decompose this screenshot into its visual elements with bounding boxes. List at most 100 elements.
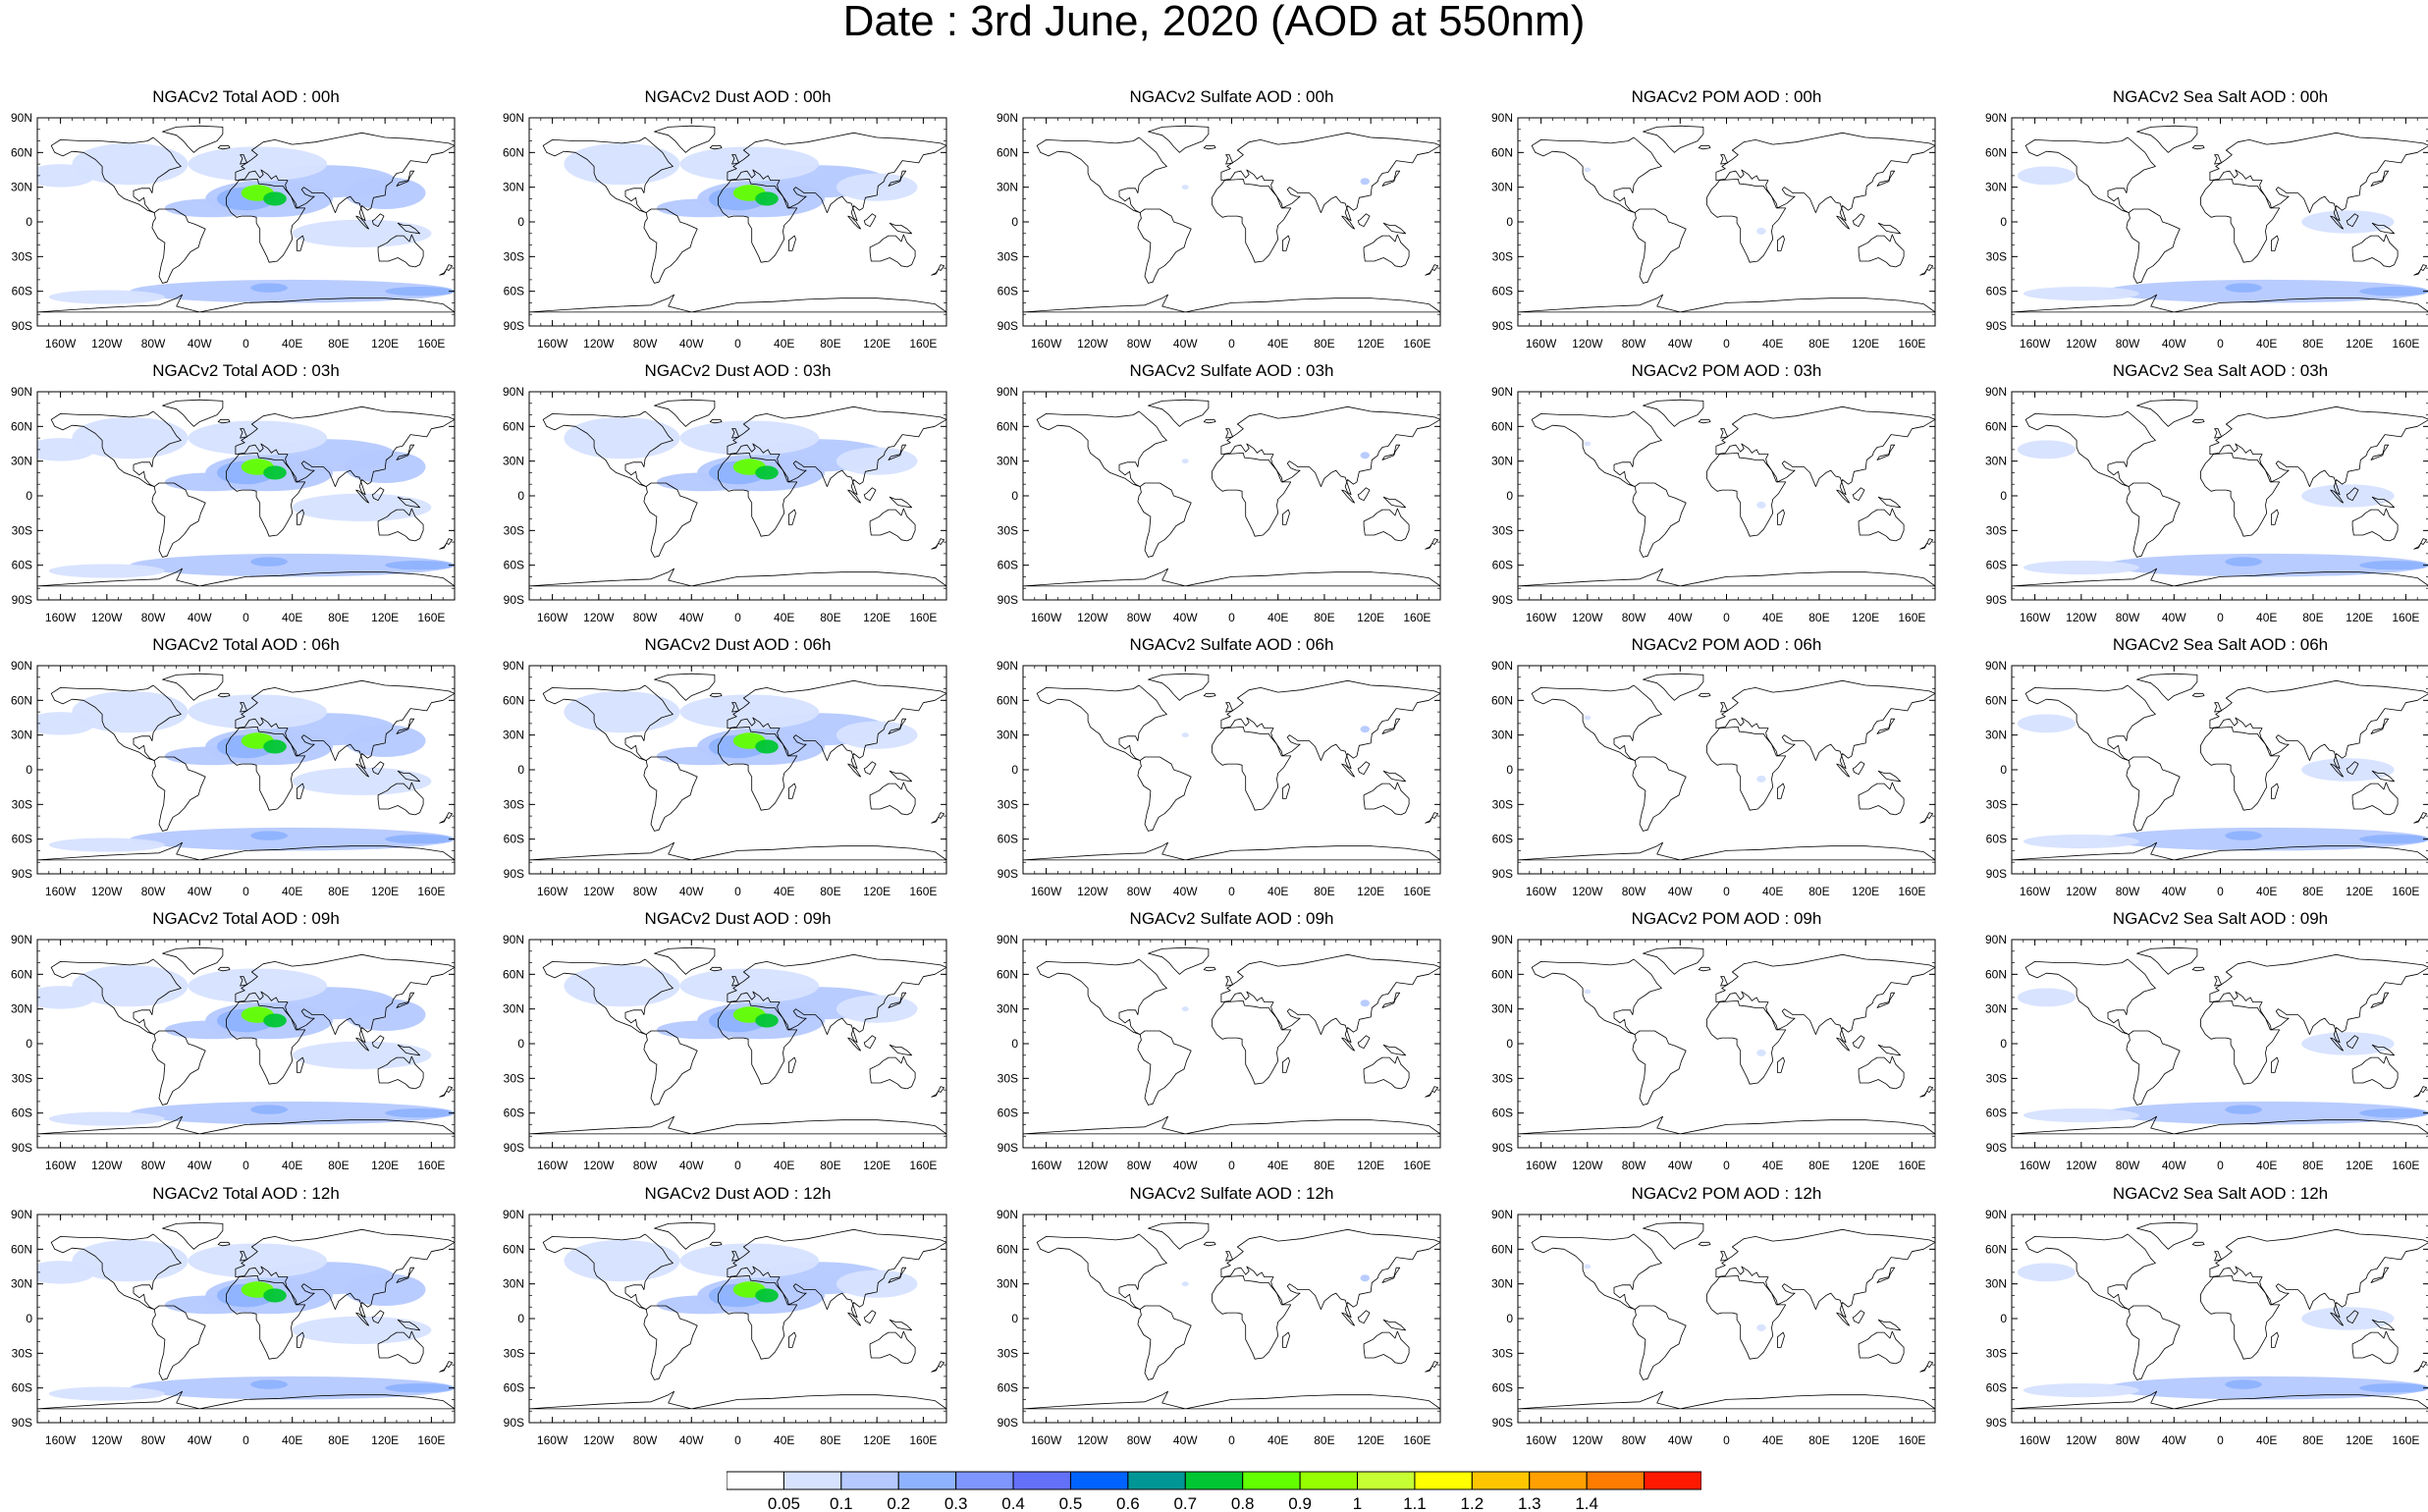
- lon-tick-label: 40E: [1762, 337, 1783, 351]
- lon-tick-label: 160E: [417, 1159, 445, 1172]
- panel-title: NGACv2 Sea Salt AOD : 03h: [2112, 361, 2329, 380]
- map-panel: NGACv2 Total AOD : 12h 90N 60N 30N 0 30S 60S 90…: [0, 1183, 496, 1456]
- lon-tick-label: 160E: [1403, 885, 1430, 898]
- lon-tick-label: 160W: [1031, 337, 1062, 351]
- lat-tick-label: 0: [1506, 763, 1513, 777]
- map-panel: NGACv2 POM AOD : 12h 90N 60N 30N 0 30S 60S 90S 1…: [1481, 1183, 1976, 1456]
- lon-tick-label: 80E: [2302, 885, 2323, 898]
- lon-tick-label: 40E: [2256, 885, 2277, 898]
- lat-tick-label: 90S: [504, 1416, 524, 1430]
- lat-tick-label: 30S: [12, 1071, 32, 1085]
- lat-tick-label: 60S: [1492, 1107, 1513, 1120]
- lon-tick-label: 80W: [141, 337, 166, 351]
- lon-tick-label: 80E: [1314, 1433, 1334, 1447]
- lat-tick-label: 30S: [504, 249, 524, 263]
- lon-tick-label: 0: [2217, 1159, 2224, 1172]
- lat-tick-label: 90N: [503, 1208, 524, 1221]
- lat-tick-label: 60S: [998, 1107, 1018, 1120]
- lat-tick-label: 90S: [1492, 319, 1513, 333]
- lon-tick-label: 160E: [417, 885, 445, 898]
- lat-tick-label: 60S: [1986, 833, 2007, 846]
- lon-tick-label: 40W: [679, 1433, 704, 1447]
- lon-tick-label: 0: [1228, 1159, 1235, 1172]
- lon-tick-label: 160W: [537, 1433, 568, 1447]
- lon-tick-label: 80E: [2302, 1159, 2323, 1172]
- panel-title: NGACv2 Sea Salt AOD : 06h: [2112, 635, 2329, 654]
- lat-tick-label: 90N: [11, 111, 32, 125]
- lat-tick-label: 60S: [1986, 285, 2007, 298]
- map-panel: NGACv2 Sea Salt AOD : 06h 90N 60N 30N 0 30S 60…: [1974, 634, 2428, 907]
- lat-tick-label: 60N: [1985, 419, 2007, 433]
- lon-tick-label: 120E: [1357, 885, 1384, 898]
- lon-tick-label: 40E: [2256, 337, 2277, 351]
- lat-tick-label: 60N: [997, 145, 1018, 159]
- lon-tick-label: 0: [2217, 337, 2224, 351]
- lon-tick-label: 160W: [1526, 885, 1557, 898]
- lat-tick-label: 30S: [12, 797, 32, 811]
- lat-tick-label: 30N: [997, 729, 1018, 742]
- lon-tick-label: 80W: [1622, 1159, 1646, 1172]
- lat-tick-label: 90S: [12, 1141, 32, 1155]
- world-map: 90N 60N 30N 0 30S 60S 90S 160W 120W 80W 40W 0 40E 80E…: [1985, 1208, 2428, 1447]
- lon-tick-label: 40E: [2256, 1433, 2277, 1447]
- map-panel: NGACv2 POM AOD : 06h 90N 60N 30N 0 30S 60S 90S 1…: [1481, 634, 1976, 907]
- lon-tick-label: 160E: [909, 337, 937, 351]
- lat-tick-label: 90N: [1491, 385, 1513, 399]
- colorbar-label: 0.9: [1288, 1494, 1312, 1512]
- lat-tick-label: 60N: [1985, 693, 2007, 707]
- lat-tick-label: 0: [517, 1312, 524, 1325]
- colorbar-swatch: [1069, 1471, 1129, 1490]
- lon-tick-label: 40E: [2256, 1159, 2277, 1172]
- lon-tick-label: 80W: [633, 885, 658, 898]
- lat-tick-label: 90N: [11, 659, 32, 673]
- lat-tick-label: 30S: [1492, 523, 1513, 537]
- lon-tick-label: 80W: [1127, 337, 1152, 351]
- lat-tick-label: 30S: [12, 249, 32, 263]
- map-panel: NGACv2 Sulfate AOD : 12h 90N 60N 30N 0 30S 60S…: [986, 1183, 1482, 1456]
- lat-tick-label: 60S: [1986, 559, 2007, 572]
- lat-tick-label: 30N: [1985, 1002, 2007, 1016]
- lon-tick-label: 160W: [1031, 1159, 1062, 1172]
- lon-tick-label: 40E: [774, 885, 794, 898]
- lon-tick-label: 160W: [1031, 885, 1062, 898]
- world-map: 90N 60N 30N 0 30S 60S 90S 160W 120W 80W 40W 0 40E 80E…: [503, 659, 947, 898]
- lon-tick-label: 40E: [282, 611, 302, 624]
- lat-tick-label: 30N: [503, 729, 524, 742]
- panel-title: NGACv2 Total AOD : 00h: [152, 87, 340, 106]
- lat-tick-label: 30S: [504, 797, 524, 811]
- lat-tick-label: 60N: [1491, 145, 1513, 159]
- lat-tick-label: 60N: [503, 1242, 524, 1256]
- lon-tick-label: 120E: [863, 337, 890, 351]
- lat-tick-label: 30N: [1985, 729, 2007, 742]
- lat-tick-label: 0: [1011, 1312, 1018, 1325]
- lon-tick-label: 120E: [1852, 337, 1879, 351]
- world-map: 90N 60N 30N 0 30S 60S 90S 160W 120W 80W 40W 0 40E 80E…: [997, 385, 1441, 624]
- lon-tick-label: 40W: [188, 337, 212, 351]
- lon-tick-label: 120W: [91, 337, 123, 351]
- world-map: 90N 60N 30N 0 30S 60S 90S 160W 120W 80W 40W 0 40E 80E…: [11, 659, 456, 898]
- lat-tick-label: 90S: [504, 593, 524, 607]
- lat-tick-label: 30N: [1491, 1002, 1513, 1016]
- world-map: 90N 60N 30N 0 30S 60S 90S 160W 120W 80W 40W 0 40E 80E…: [997, 659, 1441, 898]
- map-panel: NGACv2 Dust AOD : 06h 90N 60N 30N 0 30S 60S 90S…: [492, 634, 988, 907]
- lon-tick-label: 0: [734, 1433, 741, 1447]
- lat-tick-label: 90S: [1492, 1416, 1513, 1430]
- lat-tick-label: 0: [1011, 489, 1018, 503]
- lat-tick-label: 0: [26, 1037, 32, 1051]
- map-panel: NGACv2 Dust AOD : 09h 90N 60N 30N 0 30S 60S 90S…: [492, 908, 988, 1181]
- lon-tick-label: 0: [1228, 337, 1235, 351]
- lon-tick-label: 120W: [1077, 611, 1108, 624]
- lon-tick-label: 80W: [141, 885, 166, 898]
- lat-tick-label: 30S: [504, 1346, 524, 1360]
- panel-title: NGACv2 Total AOD : 12h: [152, 1184, 340, 1203]
- lon-tick-label: 80E: [2302, 611, 2323, 624]
- panel-title: NGACv2 POM AOD : 03h: [1631, 361, 1822, 380]
- map-panel: NGACv2 Sulfate AOD : 03h 90N 60N 30N 0 30S 60S…: [986, 360, 1482, 633]
- panel-title: NGACv2 Sea Salt AOD : 09h: [2112, 909, 2329, 928]
- world-map: 90N 60N 30N 0 30S 60S 90S 160W 120W 80W 40W 0 40E 80E…: [1491, 933, 1936, 1172]
- lat-tick-label: 0: [2000, 1037, 2007, 1051]
- lon-tick-label: 40W: [1173, 611, 1198, 624]
- colorbar-label: 0.4: [1001, 1494, 1025, 1512]
- lon-tick-label: 80W: [633, 337, 658, 351]
- lat-tick-label: 90S: [1986, 867, 2007, 881]
